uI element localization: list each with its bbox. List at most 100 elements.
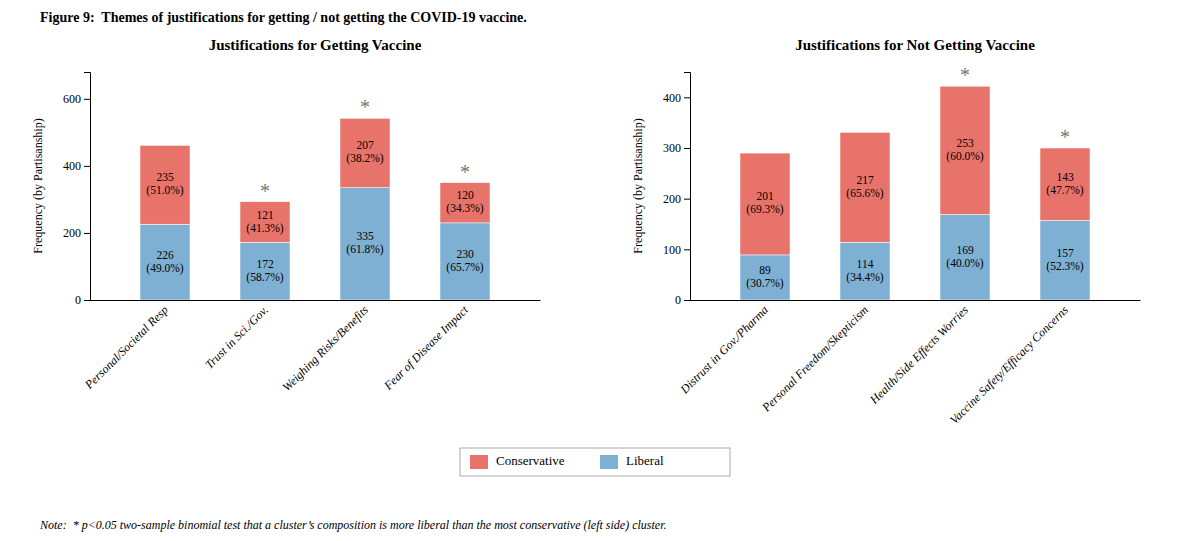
y-tick-mark [684,148,690,149]
y-tick: 200 [63,226,90,240]
data-label-line: 121 [256,208,274,220]
x-tick: Distrust in Gov./Pharma [677,300,771,397]
x-tick: Trust in Sci./Gov. [202,300,271,372]
x-axis: Personal/Societal Resp Trust in Sci./Gov.… [81,300,540,394]
bar [1040,148,1090,220]
y-axis: 0 100 200 300 400 [663,73,691,308]
y-tick-label: 200 [663,192,681,206]
bar [840,242,890,300]
figure-title: Figure 9: Themes of justifications for g… [40,10,527,25]
y-tick-label: 100 [663,243,681,257]
data-label-line: 217 [856,173,874,185]
data-label-line: (61.8%) [346,243,384,256]
x-tick: Health/Side Effects Worries [866,300,971,407]
data-label-line: (47.7%) [1046,183,1084,196]
significance-star: * [960,64,970,86]
y-tick-mark [84,300,90,301]
data-label-line: 114 [857,257,874,269]
data-label-line: 335 [356,230,374,242]
y-tick: 600 [63,92,90,106]
data-label-line: (51.0%) [146,184,184,197]
significance-star: * [260,180,270,202]
y-tick-mark [84,233,90,234]
y-axis-line [84,73,91,301]
legend-label: Conservative [496,453,565,468]
data-label-line: 157 [1056,246,1074,258]
data-label-line: 89 [759,264,771,276]
data-labels: 89(30.7%)114(34.4%)169(40.0%)157(52.3%)2… [746,136,1084,289]
bar [940,86,990,214]
data-label-line: 120 [456,189,474,201]
x-tick-label: Personal Freedom/Skepticism [759,303,872,416]
bar [240,202,290,243]
y-tick-mark [84,166,90,167]
data-label-line: 230 [456,248,474,260]
y-tick: 300 [663,141,690,155]
data-label-line: 226 [156,248,174,260]
data-label-line: (34.3%) [446,202,484,215]
x-tick-label: Health/Side Effects Worries [866,303,971,408]
legend-swatch [600,455,618,469]
data-label-line: 172 [256,257,274,269]
bars [740,86,1090,300]
y-tick: 100 [663,243,690,257]
data-label-line: (58.7%) [246,270,284,283]
bars [140,118,490,300]
data-label-line: 143 [1056,170,1074,182]
significance-star: * [1060,126,1070,148]
data-label: 253(60.0%) [946,136,984,162]
data-label: 235(51.0%) [146,171,184,197]
data-label-line: (30.7%) [746,277,784,290]
data-label: 157(52.3%) [1046,246,1084,272]
bar [140,145,190,224]
legend-label: Liberal [626,453,664,468]
data-label-line: (38.2%) [346,152,384,165]
y-tick-mark [684,249,690,250]
data-label-line: (34.4%) [846,270,884,283]
data-label-line: (69.3%) [746,203,784,216]
chart-title: Justifications for Getting Vaccine [209,37,422,53]
x-tick-label: Distrust in Gov./Pharma [677,303,771,397]
x-tick-label: Weighing Risks/Benefits [280,303,372,395]
y-axis-title: Frequency (by Partisanship) [31,118,45,253]
bar [440,223,490,300]
x-tick: Personal/Societal Resp [81,300,171,392]
data-label: 207(38.2%) [346,139,384,165]
data-labels: 226(49.0%)172(58.7%)335(61.8%)230(65.7%)… [146,139,484,283]
data-label: 89(30.7%) [746,264,784,290]
x-tick-label: Personal/Societal Resp [81,303,171,393]
y-tick-label: 0 [75,293,81,307]
y-axis-title: Frequency (by Partisanship) [631,118,645,253]
data-label-line: 201 [756,190,774,202]
y-tick: 400 [63,159,90,173]
y-tick-mark [684,97,690,98]
data-label-line: (41.3%) [246,221,284,234]
y-tick-label: 0 [675,293,681,307]
panel: Justifications for Getting Vaccine 0 200 40… [31,37,541,394]
data-label: 143(47.7%) [1046,170,1084,196]
data-label-line: (52.3%) [1046,259,1084,272]
data-label-line: (60.0%) [946,149,984,162]
significance-star: * [460,161,470,183]
data-label-line: 169 [956,243,974,255]
bar [240,242,290,300]
panel: Justifications for Not Getting Vaccine 0 1… [631,37,1141,427]
data-label-line: 253 [956,136,974,148]
x-tick: Vaccine Safety/Efficacy Concerns [947,300,1071,427]
data-label: 114(34.4%) [846,257,884,283]
y-tick-mark [684,300,690,301]
bar [440,183,490,223]
significance-star: * [360,96,370,118]
bar [340,188,390,300]
chart-title: Justifications for Not Getting Vaccine [795,37,1035,53]
legend-swatch [470,455,488,469]
y-tick: 400 [663,91,690,105]
data-label: 226(49.0%) [146,248,184,274]
bar [340,118,390,187]
x-tick-label: Vaccine Safety/Efficacy Concerns [947,303,1071,427]
data-label-line: 207 [356,139,374,151]
bar [740,255,790,300]
y-tick: 0 [675,293,690,307]
x-axis-line [691,300,1141,301]
legend: Conservative Liberal [460,448,730,476]
